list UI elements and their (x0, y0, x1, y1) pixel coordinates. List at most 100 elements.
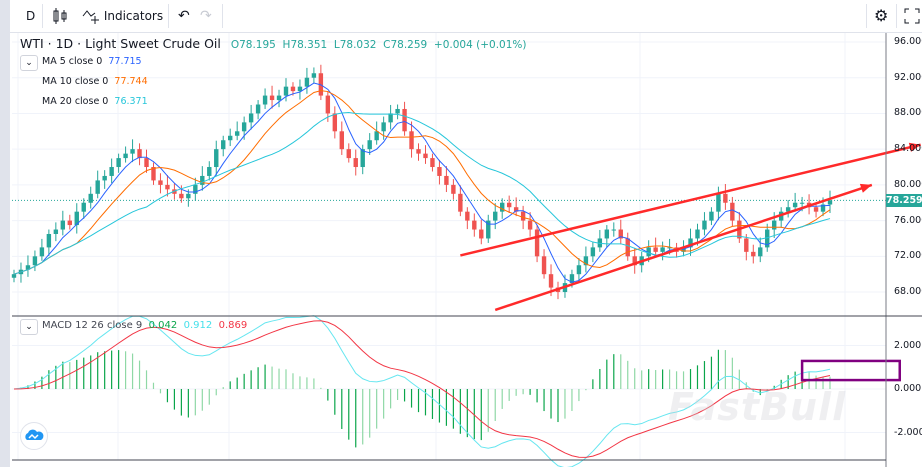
candle-body (527, 220, 533, 230)
candle-body (151, 167, 156, 181)
candle-body (102, 175, 107, 181)
candle-body (820, 204, 826, 212)
candle-body (241, 122, 247, 132)
indicators-button[interactable]: Indicators (82, 0, 163, 32)
macd-collapse-button[interactable]: ⌄ (20, 319, 38, 335)
fullscreen-icon[interactable] (904, 0, 920, 32)
candle-body (702, 220, 707, 230)
candle-body (193, 184, 198, 194)
candle-body (799, 202, 805, 204)
candle-body (88, 193, 93, 203)
cloud-icon (25, 429, 44, 440)
macd-line (13, 315, 831, 467)
candle-body (513, 207, 519, 212)
candle-body (520, 211, 526, 221)
macd-legend[interactable]: MACD 12 26 close 9 0.042 0.912 0.869 (42, 320, 247, 331)
macd-tick-label: 2.000 (894, 339, 922, 351)
candle-body (758, 247, 763, 257)
ma5-legend[interactable]: MA 5 close 0 77.715 (42, 56, 142, 67)
candle-body (53, 229, 59, 234)
price-tick-label: 68.000 (894, 286, 922, 298)
high-value: H78.351 (282, 39, 328, 51)
tradingview-logo[interactable] (20, 422, 48, 450)
signal-line (13, 320, 831, 458)
candle-body (458, 193, 463, 212)
open-value: O78.195 (230, 39, 276, 51)
candle-body (290, 86, 296, 92)
candle-body (276, 95, 282, 101)
candle-body (541, 256, 547, 275)
candle-body (611, 229, 616, 231)
top-toolbar: D Indicators ↶ ↷ ⚙ (10, 0, 922, 33)
change-value: +0.004 (+0.01%) (433, 39, 527, 51)
ma10-label: MA 10 close 0 (42, 76, 109, 87)
candle-body (283, 86, 289, 96)
candle-body (228, 135, 233, 141)
price-tick-label: 96.000 (894, 36, 922, 47)
ma20-value: 76.371 (114, 96, 148, 107)
macd-line-value: 0.912 (183, 320, 213, 331)
candle-body (11, 274, 17, 278)
indicators-label: Indicators (103, 9, 164, 23)
candle-body (262, 95, 268, 105)
candle-body (81, 202, 86, 212)
candle-body (179, 193, 184, 199)
redo-icon[interactable]: ↷ (200, 8, 212, 24)
ma20-line (13, 112, 831, 275)
candle-body (688, 238, 693, 248)
candle-body (25, 265, 31, 270)
price-tick-label: 84.000 (894, 143, 922, 155)
divider (222, 4, 223, 28)
candle-body (165, 184, 170, 190)
divider (866, 4, 867, 28)
arrow-head (908, 142, 921, 152)
candle-body (137, 149, 142, 159)
candle-body (67, 220, 72, 226)
trend-line (460, 143, 921, 257)
candle-body (576, 265, 582, 275)
drawings[interactable] (460, 142, 921, 382)
watermark: FastBull (668, 385, 847, 429)
ma5-label: MA 5 close 0 (42, 56, 103, 67)
candle-body (430, 158, 435, 168)
ma20-legend[interactable]: MA 20 close 0 76.371 (42, 96, 148, 107)
candle-body (625, 238, 630, 257)
candle-body (353, 158, 358, 168)
candle-body (158, 180, 163, 185)
undo-icon[interactable]: ↶ (178, 8, 190, 24)
candle-body (695, 229, 700, 239)
candle-body (416, 149, 421, 154)
candle-body (374, 131, 379, 141)
candle-body (144, 158, 149, 168)
candle-body (325, 95, 331, 114)
chart-legend: WTI · 1D · Light Sweet Crude Oil O78.195… (20, 36, 526, 51)
settings-icon[interactable]: ⚙ (874, 6, 889, 25)
candle-body (388, 113, 393, 123)
ma20-label: MA 20 close 0 (42, 96, 109, 107)
legend-collapse-button[interactable]: ⌄ (20, 55, 38, 71)
interval-button[interactable]: D (26, 9, 36, 23)
candle-body (479, 229, 484, 239)
candles-icon[interactable] (52, 0, 68, 32)
candle-body (381, 122, 386, 132)
candle-body (221, 140, 226, 150)
candle-body (493, 211, 498, 221)
candle-body (123, 153, 128, 159)
candle-body (395, 108, 400, 114)
candle-body (590, 247, 596, 257)
symbol-title[interactable]: WTI · 1D · Light Sweet Crude Oil (20, 36, 221, 51)
candle-body (304, 77, 310, 87)
divider (42, 4, 43, 28)
candle-body (813, 207, 819, 212)
candle-body (234, 131, 240, 136)
ma10-legend[interactable]: MA 10 close 0 77.744 (42, 76, 148, 87)
macd-pane (13, 315, 831, 467)
candle-body (785, 207, 791, 212)
low-value: L78.032 (333, 39, 377, 51)
trend-line (494, 183, 873, 312)
macd-label: MACD 12 26 close 9 (42, 320, 143, 331)
arrow-head (859, 183, 872, 193)
candle-body (444, 175, 449, 185)
candle-body (653, 247, 658, 252)
